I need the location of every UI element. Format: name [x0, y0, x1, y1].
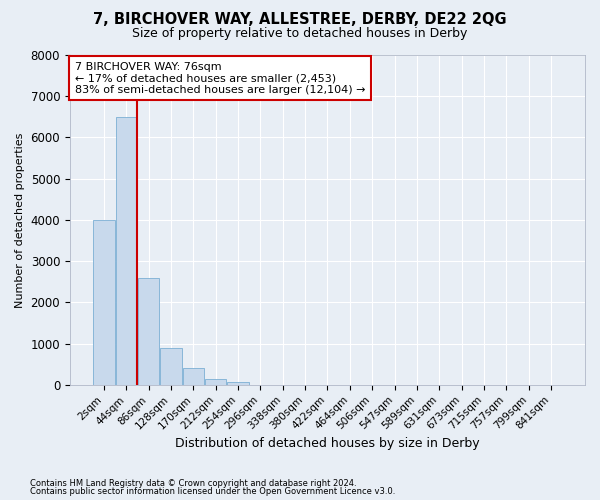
Bar [205, 378, 226, 385]
Text: 7 BIRCHOVER WAY: 76sqm
← 17% of detached houses are smaller (2,453)
83% of semi-: 7 BIRCHOVER WAY: 76sqm ← 17% of detached… [75, 62, 365, 95]
Text: Size of property relative to detached houses in Derby: Size of property relative to detached ho… [133, 28, 467, 40]
Text: Contains HM Land Registry data © Crown copyright and database right 2024.: Contains HM Land Registry data © Crown c… [30, 478, 356, 488]
Text: Contains public sector information licensed under the Open Government Licence v3: Contains public sector information licen… [30, 487, 395, 496]
Bar [116, 117, 137, 385]
Bar [138, 278, 159, 385]
Bar [227, 382, 248, 385]
Bar [160, 348, 182, 385]
Bar [183, 368, 204, 385]
Y-axis label: Number of detached properties: Number of detached properties [15, 132, 25, 308]
Text: 7, BIRCHOVER WAY, ALLESTREE, DERBY, DE22 2QG: 7, BIRCHOVER WAY, ALLESTREE, DERBY, DE22… [93, 12, 507, 28]
X-axis label: Distribution of detached houses by size in Derby: Distribution of detached houses by size … [175, 437, 480, 450]
Bar [94, 220, 115, 385]
